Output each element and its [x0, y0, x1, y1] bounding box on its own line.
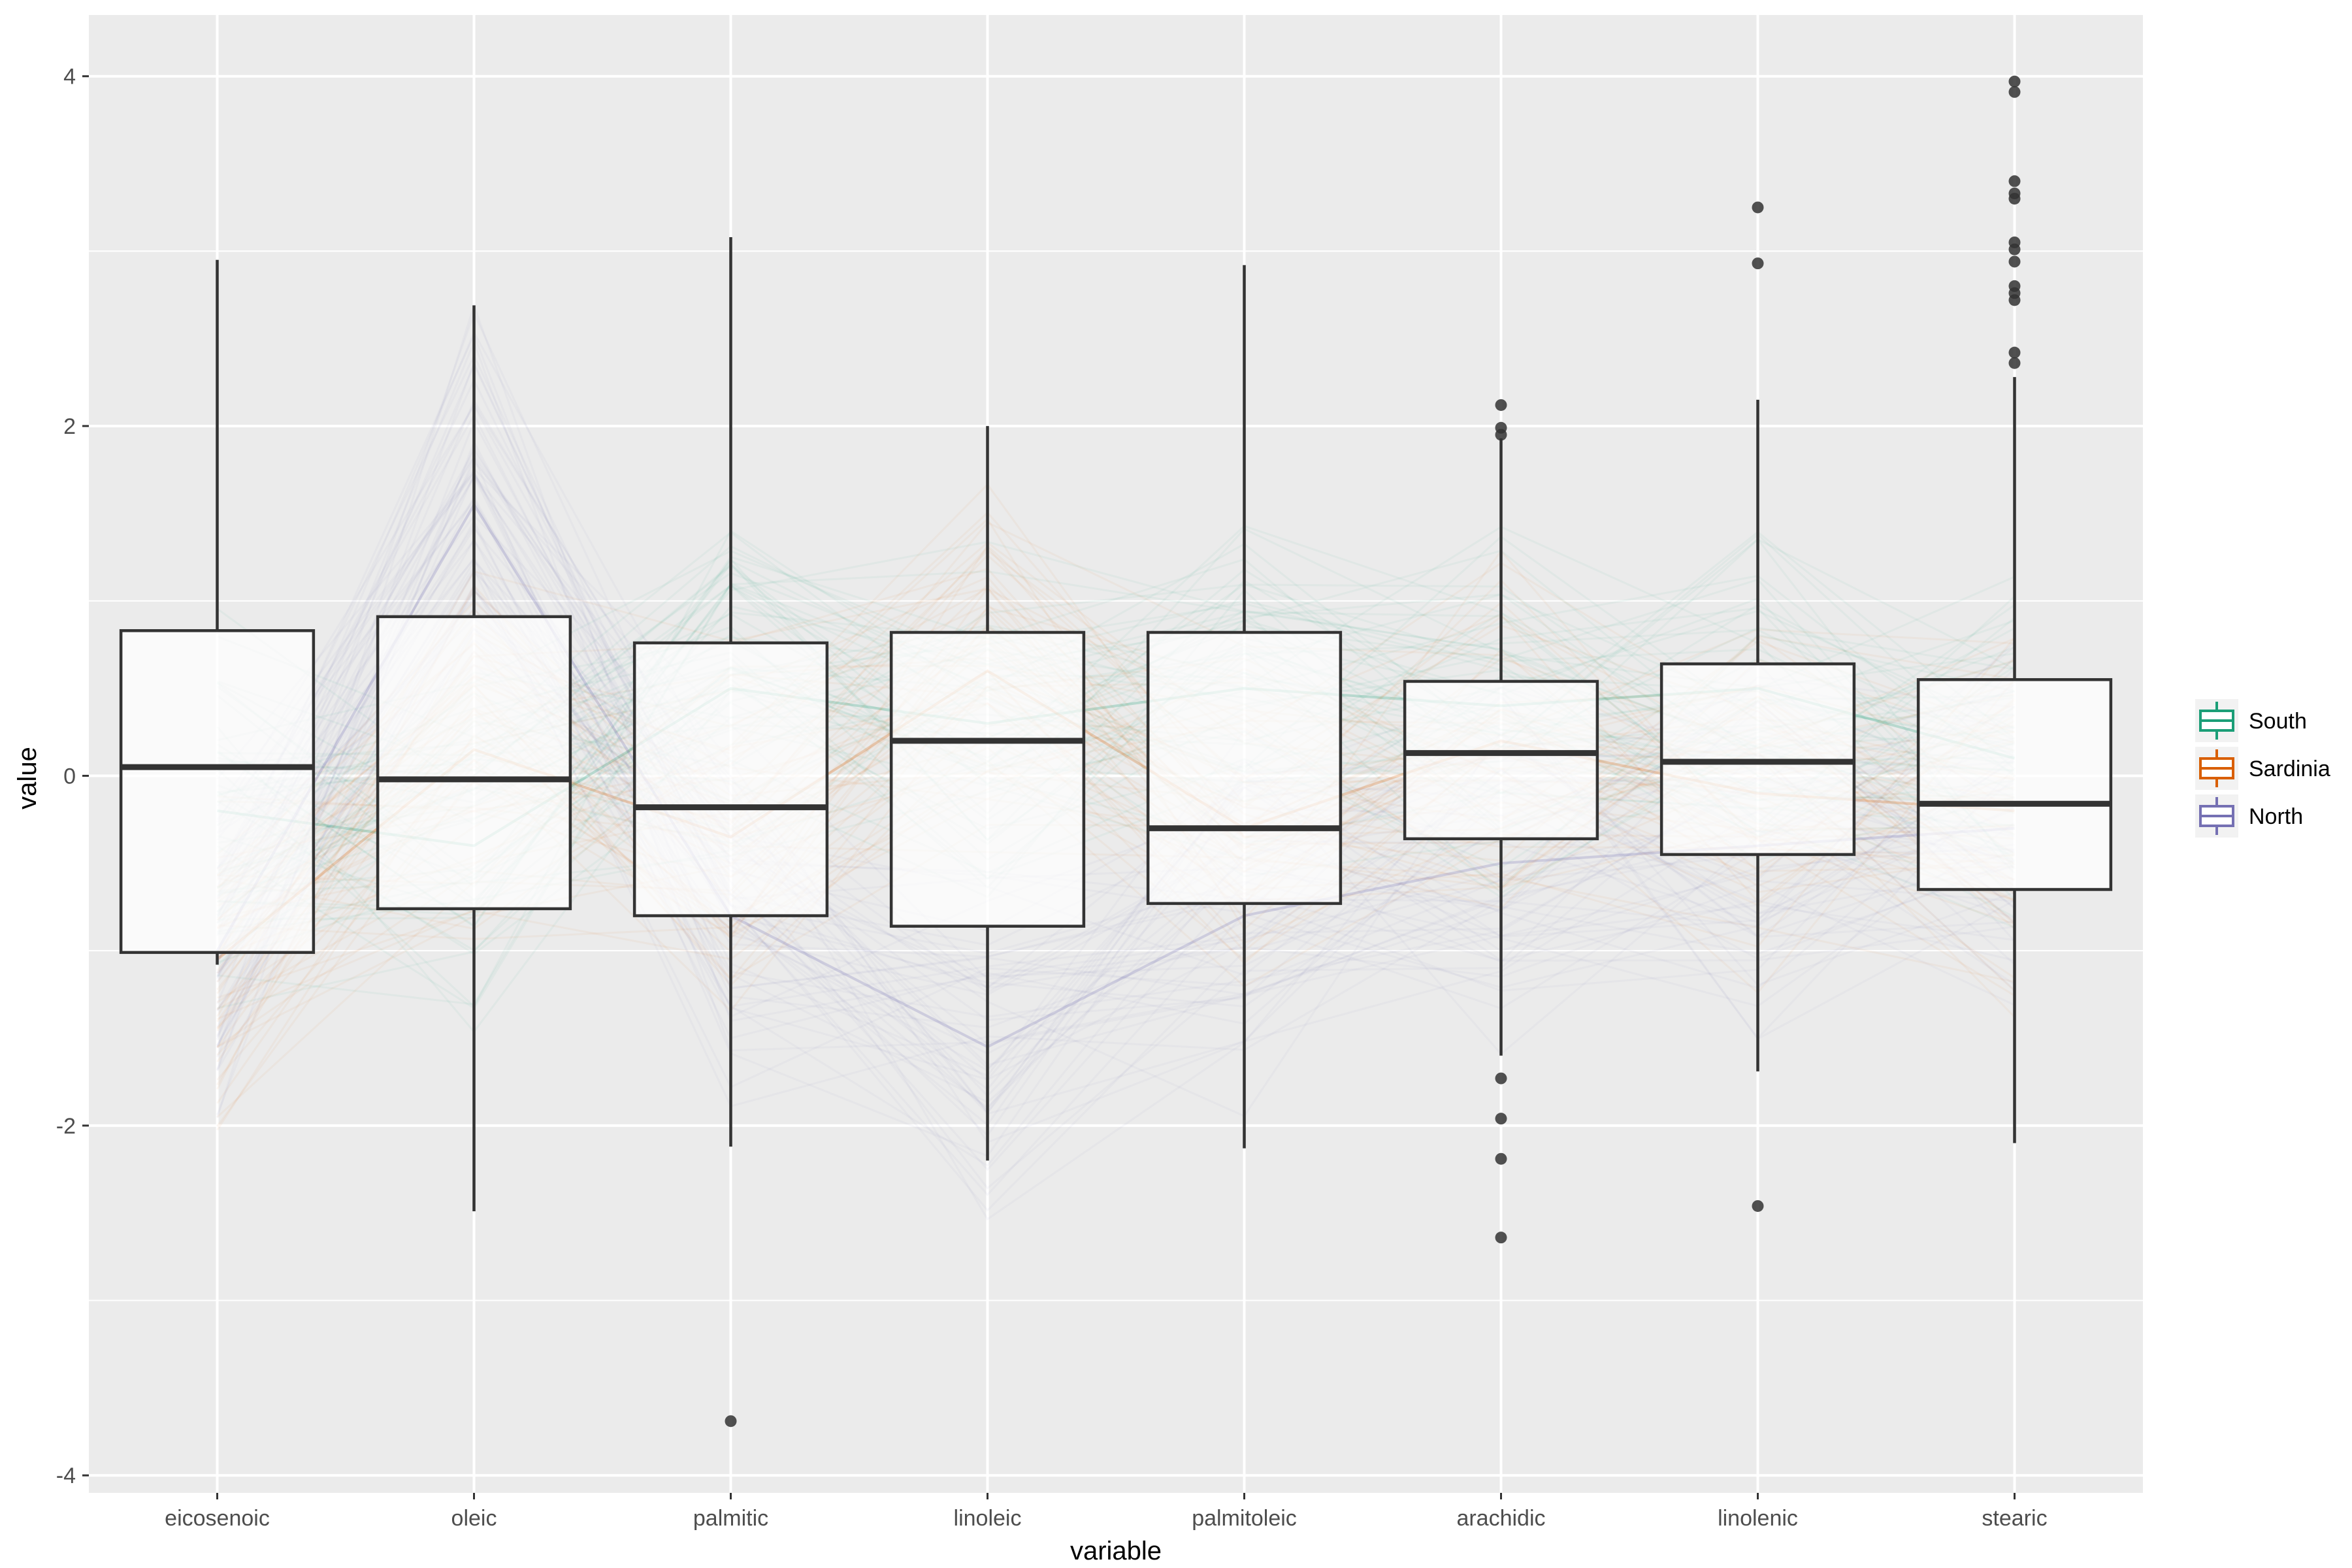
series-line: [216, 474, 2016, 992]
series-line: [216, 467, 2016, 1006]
series-line: [216, 362, 2016, 1007]
box-iqr: [1146, 630, 1343, 906]
legend-item-north: North: [2195, 794, 2303, 838]
series-line: [216, 310, 2016, 1081]
outlier-point: [1495, 399, 1507, 411]
x-tick-label: arachidic: [1456, 1506, 1545, 1531]
x-tick-label: palmitic: [693, 1506, 768, 1531]
box-linolenic: [1659, 201, 1856, 1212]
series-line: [216, 402, 2015, 1066]
box-iqr: [119, 629, 316, 955]
x-axis-title: variable: [1070, 1537, 1162, 1565]
outlier-point: [2008, 193, 2021, 205]
outlier-point: [1752, 201, 1764, 214]
series-line: [216, 455, 2016, 1158]
box-iqr: [1916, 678, 2113, 891]
box-palmitoleic: [1146, 265, 1343, 1149]
outlier-point: [1752, 257, 1764, 270]
series-line: [216, 559, 2015, 1118]
box-palmitic: [632, 237, 829, 1428]
box-linoleic: [889, 426, 1086, 1161]
grid-minor: [89, 250, 2143, 1301]
y-axis-title: value: [13, 747, 42, 809]
outlier-point: [2008, 255, 2021, 268]
series-line: [216, 452, 2015, 1098]
series-line: [216, 378, 2015, 955]
y-tick-label: -2: [56, 1114, 76, 1139]
outlier-point: [2008, 75, 2021, 88]
outlier-point: [1495, 1113, 1507, 1125]
box-arachidic: [1403, 399, 1599, 1244]
outlier-point: [2008, 294, 2021, 306]
x-axis: eicosenoic oleic palmitic linoleic palmitole…: [165, 1493, 2048, 1531]
box-oleic: [376, 305, 572, 1212]
outlier-point: [1495, 429, 1507, 441]
series-line: [216, 574, 2016, 1034]
series-line: [216, 473, 2016, 1115]
outlier-point: [2008, 346, 2021, 359]
outlier-point: [2008, 243, 2021, 255]
series-line: [216, 413, 2016, 1126]
outlier-point: [2008, 357, 2021, 369]
series-line: [216, 527, 2016, 977]
legend: South Sardinia North: [2195, 699, 2330, 838]
series-line: [216, 472, 2015, 1111]
box-iqr: [1403, 679, 1599, 841]
series-line: [216, 475, 2016, 1040]
outlier-point: [1495, 1232, 1507, 1244]
box-iqr: [889, 630, 1086, 928]
legend-label: Sardinia: [2249, 757, 2330, 781]
series-line: [216, 460, 2016, 1144]
x-tick-label: linolenic: [1718, 1506, 1798, 1531]
y-tick-label: -4: [56, 1463, 76, 1488]
legend-label: South: [2249, 709, 2307, 734]
legend-item-south: South: [2195, 699, 2307, 742]
y-tick-label: 2: [63, 414, 76, 439]
y-tick-label: 0: [63, 764, 76, 789]
series-line: [216, 404, 2015, 978]
series-line: [216, 519, 2016, 1039]
y-axis: -4 -2 0 2 4: [56, 65, 89, 1488]
x-tick-label: eicosenoic: [165, 1506, 270, 1531]
series-line: [216, 399, 2015, 1070]
series-line: [216, 470, 2015, 1077]
x-tick-label: oleic: [451, 1506, 497, 1531]
series-line: [216, 514, 2016, 989]
legend-item-sardinia: Sardinia: [2195, 747, 2330, 790]
x-tick-label: stearic: [1982, 1506, 2047, 1531]
box-stearic: [1916, 75, 2113, 1143]
outlier-point: [2008, 175, 2021, 188]
legend-label: North: [2249, 804, 2303, 829]
outlier-point: [2008, 86, 2021, 98]
series-line: [216, 440, 2015, 1116]
outlier-point: [1752, 1200, 1764, 1212]
x-tick-label: linoleic: [954, 1506, 1022, 1531]
box-iqr: [376, 615, 572, 911]
outlier-point: [725, 1415, 737, 1428]
box-eicosenoic: [119, 259, 316, 965]
series-line: [216, 419, 2016, 1070]
series-line: [216, 538, 2016, 1109]
box-layer: [119, 75, 2113, 1428]
outlier-point: [1495, 1152, 1507, 1165]
outlier-point: [1495, 1072, 1507, 1085]
y-tick-label: 4: [63, 65, 76, 90]
series-line: [216, 497, 2016, 1081]
x-tick-label: palmitoleic: [1192, 1506, 1297, 1531]
series-line: [216, 523, 2016, 1167]
box-iqr: [632, 641, 829, 917]
